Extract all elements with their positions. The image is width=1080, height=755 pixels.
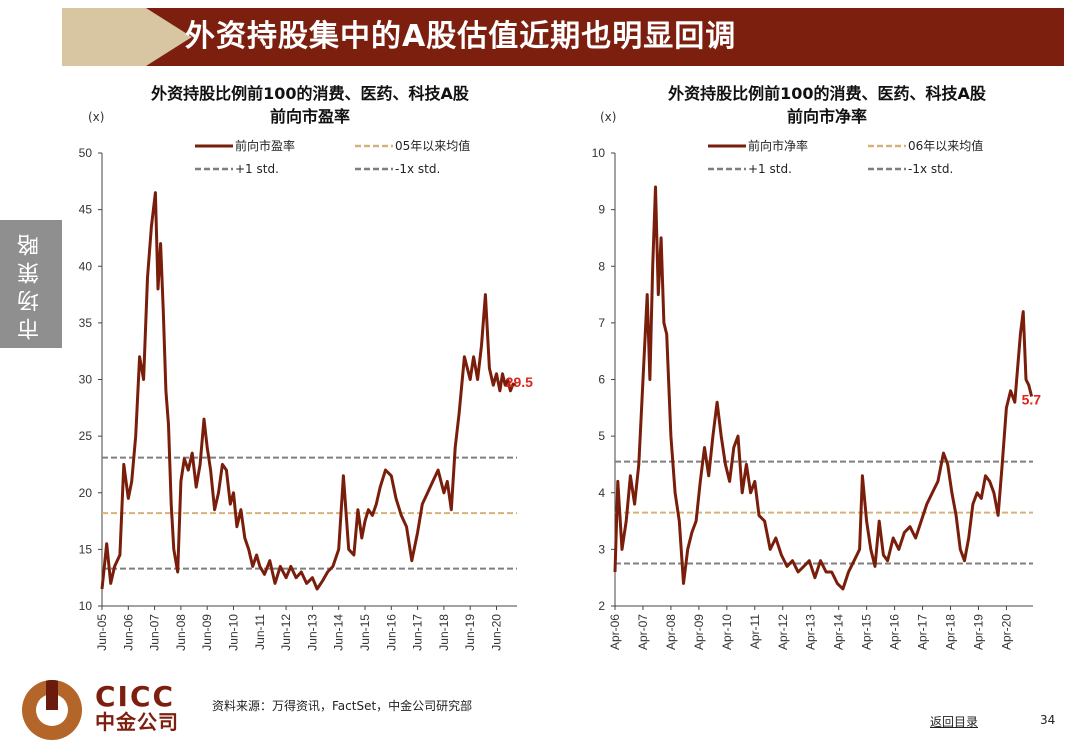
logo-text-en: CICC: [95, 680, 176, 713]
chart1-y-tick-label: 30: [79, 373, 93, 387]
source-note: 资料来源：万得资讯，FactSet，中金公司研究部: [212, 699, 473, 713]
chart1-latest-value-label: 29.5: [506, 374, 533, 390]
chart1-y-tick-label: 45: [79, 203, 93, 217]
chart2-unit-label: (x): [600, 110, 617, 124]
chart1-y-tick-label: 10: [79, 599, 93, 613]
chart1-title: 外资持股比例前100的消费、医药、科技A股 前向市盈率: [100, 82, 520, 128]
back-to-contents-link[interactable]: 返回目录: [930, 715, 979, 729]
chart1-y-tick-label: 15: [79, 542, 93, 556]
chart1-legend-mean-label: 05年以来均值: [395, 138, 470, 153]
chart1-x-tick-label: Jun-18: [437, 614, 451, 651]
chart2-title: 外资持股比例前100的消费、医药、科技A股 前向市净率: [617, 82, 1037, 128]
chart1-x-tick-label: Jun-16: [384, 614, 398, 651]
chart1-x-tick-label: Jun-05: [95, 614, 109, 651]
chart1-x-tick-label: Jun-07: [148, 614, 162, 651]
chart1-title-line2: 前向市盈率: [269, 107, 350, 126]
chart1-y-tick-label: 40: [79, 259, 93, 273]
title-banner: [146, 8, 1064, 66]
page-number: 34: [1040, 713, 1056, 727]
chart1-x-tick-label: Jun-09: [200, 614, 214, 651]
chart1-x-tick-label: Jun-06: [121, 614, 135, 651]
chart1-y-tick-label: 25: [79, 429, 93, 443]
chart1-y-tick-label: 50: [79, 146, 93, 160]
chart1-series-line: [100, 191, 517, 591]
chart1-x-tick-label: Jun-20: [489, 614, 503, 651]
chart1-legend-plus-std-label: +1 std.: [235, 162, 279, 176]
slide-title: 外资持股集中的A股估值近期也明显回调: [185, 19, 737, 54]
chart1-legend-minus-std-label: -1x std.: [395, 162, 440, 176]
chart1-x-tick-label: Jun-08: [174, 614, 188, 651]
chart1-x-tick-label: Jun-14: [332, 614, 346, 651]
chart1-x-tick-label: Jun-11: [253, 614, 267, 650]
chart1-x-tick-label: Jun-13: [305, 614, 319, 651]
logo-text-cn: 中金公司: [95, 710, 179, 734]
section-tab[interactable]: 市场策略: [0, 220, 62, 348]
chart2-title-line1: 外资持股比例前100的消费、医药、科技A股: [668, 84, 986, 103]
chart1-legend-series-label: 前向市盈率: [235, 138, 295, 153]
chart1-title-line1: 外资持股比例前100的消费、医药、科技A股: [151, 84, 469, 103]
cicc-logo-icon: [22, 680, 82, 740]
chart1-x-tick-label: Jun-10: [226, 614, 240, 651]
chart1-x-tick-label: Jun-12: [279, 614, 293, 651]
chart1-x-tick-label: Jun-17: [411, 614, 425, 651]
chart1-y-tick-label: 20: [79, 486, 93, 500]
chart1-x-tick-label: Jun-19: [463, 614, 477, 651]
chart1-unit-label: (x): [88, 110, 105, 124]
chart2-title-line2: 前向市净率: [786, 107, 867, 126]
chart1-x-tick-label: Jun-15: [358, 614, 372, 651]
chart1-y-tick-label: 35: [79, 316, 93, 330]
